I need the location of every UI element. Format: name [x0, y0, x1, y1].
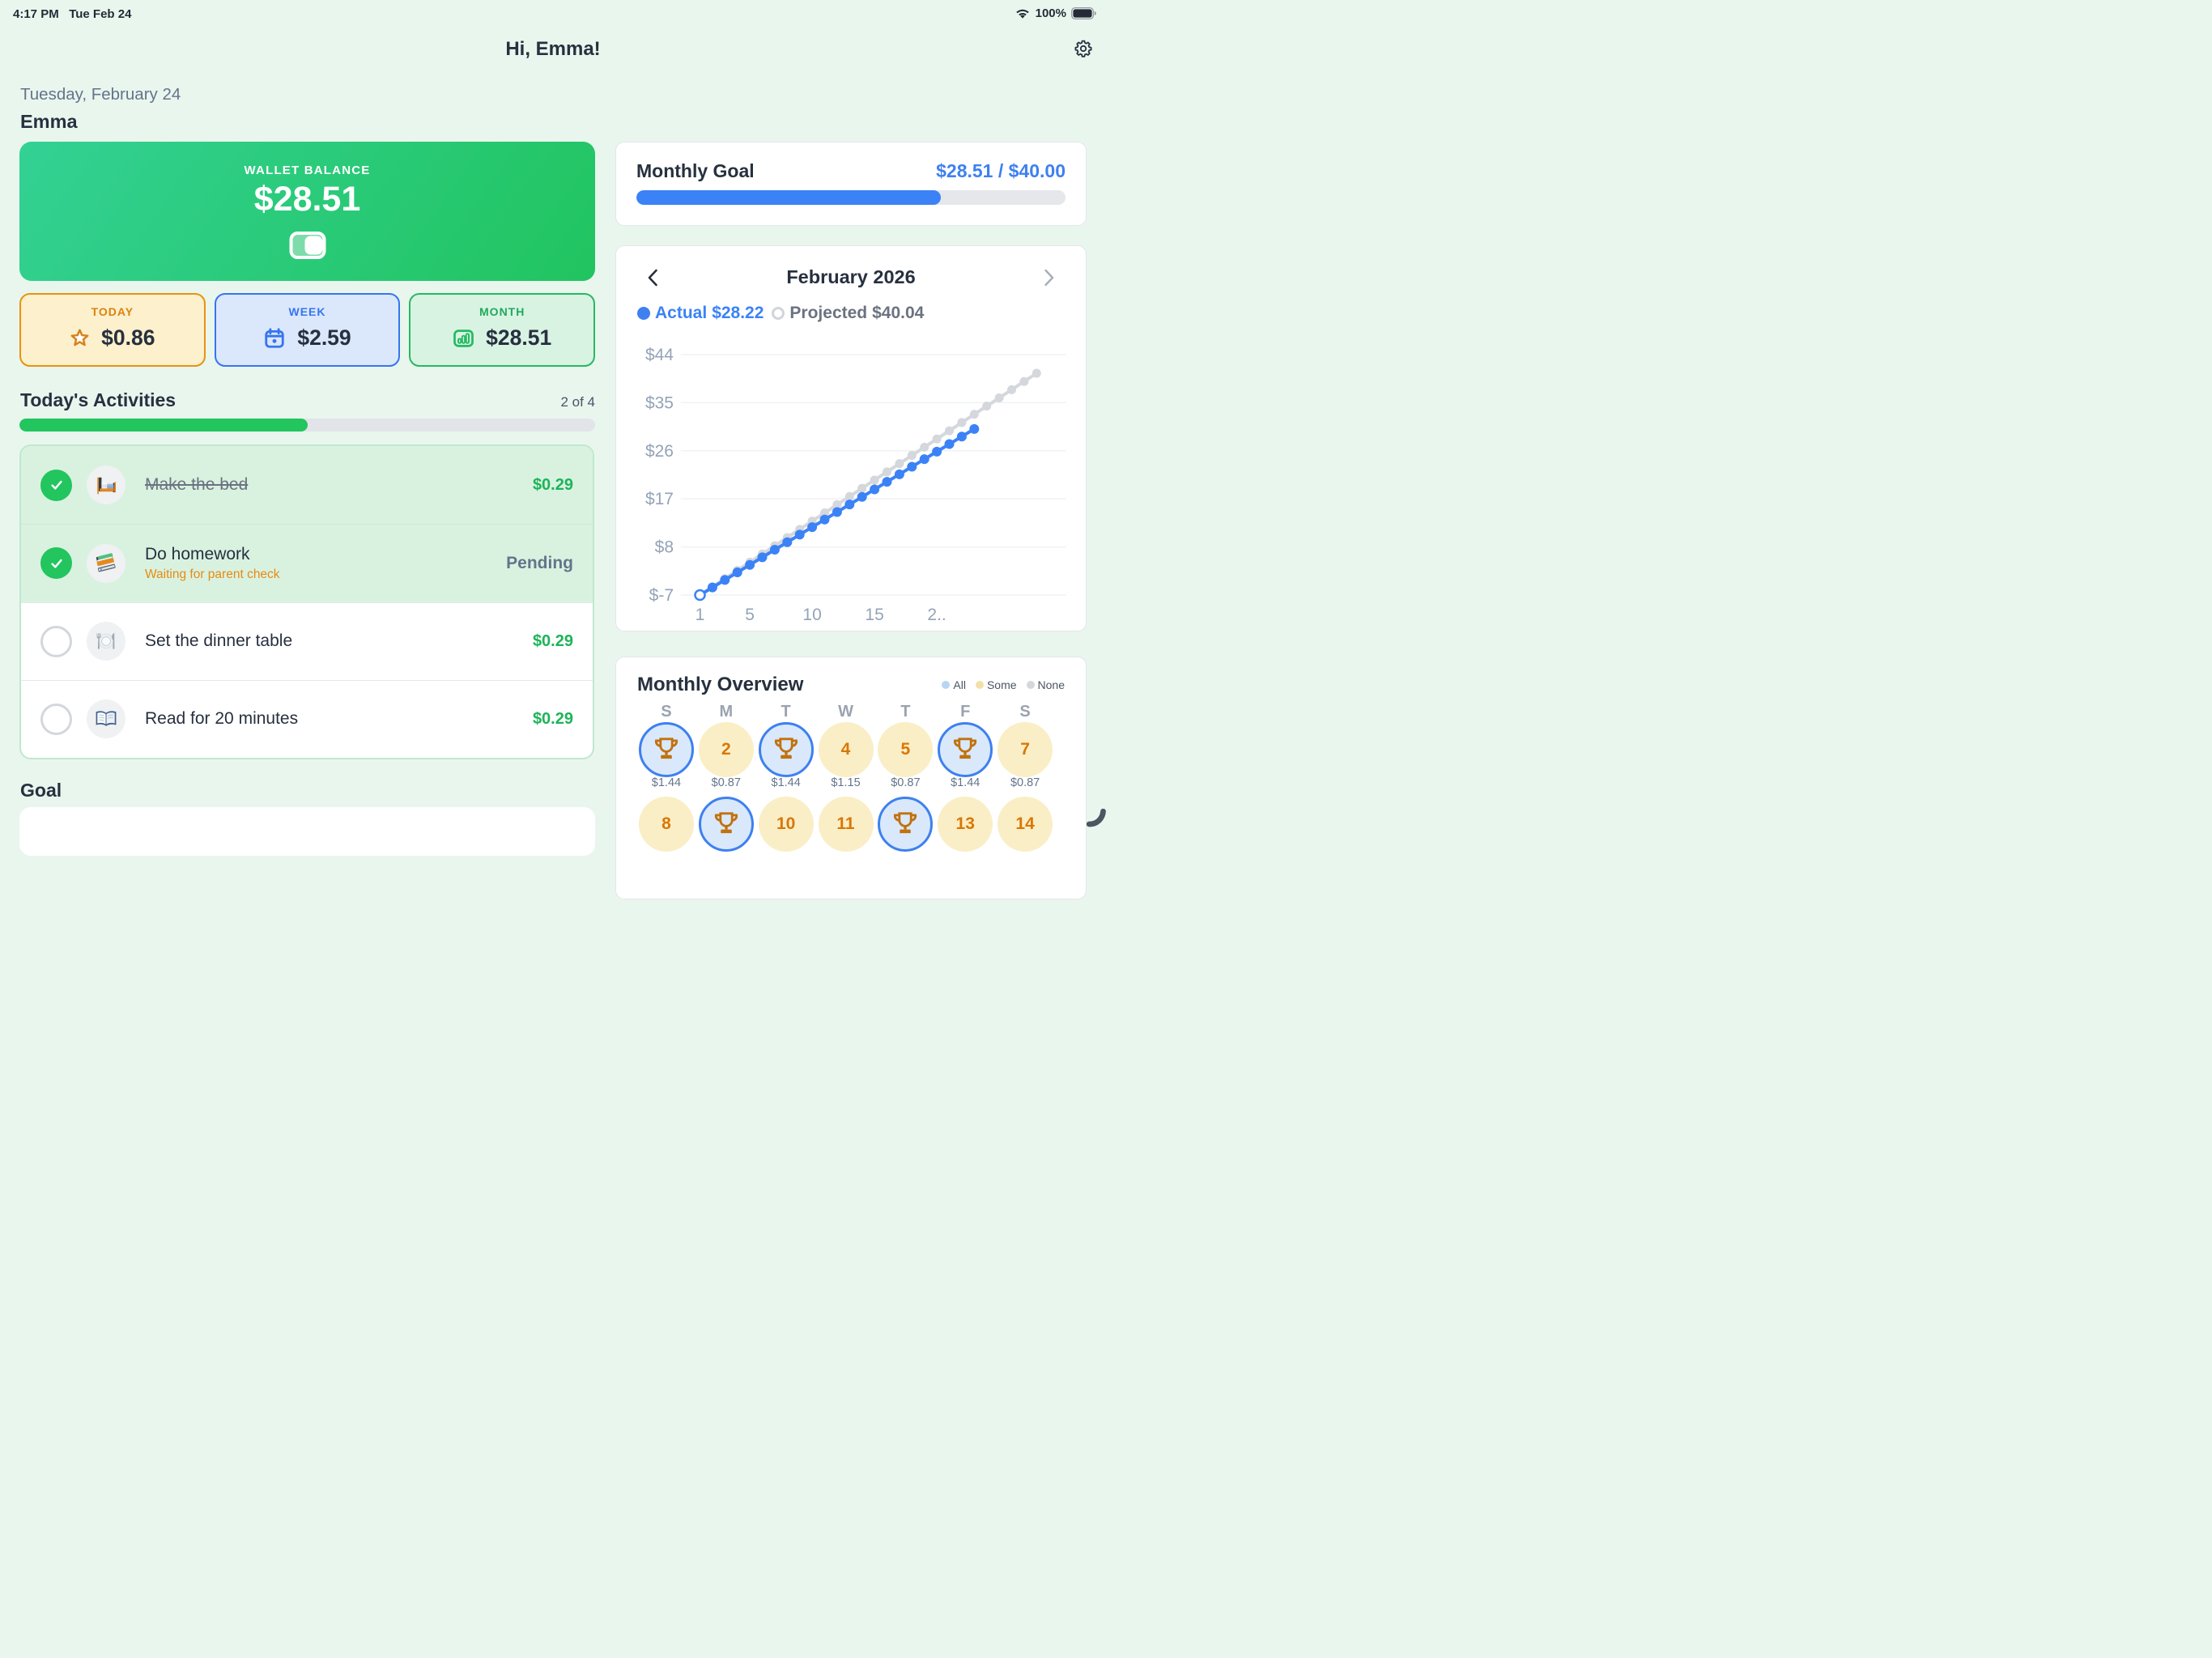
svg-text:10: 10 — [802, 606, 821, 624]
svg-text:$26: $26 — [645, 442, 674, 461]
svg-text:$17: $17 — [645, 490, 674, 508]
svg-text:$35: $35 — [645, 393, 674, 412]
svg-text:15: 15 — [865, 606, 883, 624]
svg-text:2..: 2.. — [927, 606, 946, 624]
svg-text:5: 5 — [745, 606, 755, 624]
svg-text:$-7: $-7 — [649, 586, 674, 605]
svg-text:$44: $44 — [645, 346, 674, 364]
svg-text:$8: $8 — [655, 538, 674, 557]
svg-text:1: 1 — [696, 606, 705, 624]
